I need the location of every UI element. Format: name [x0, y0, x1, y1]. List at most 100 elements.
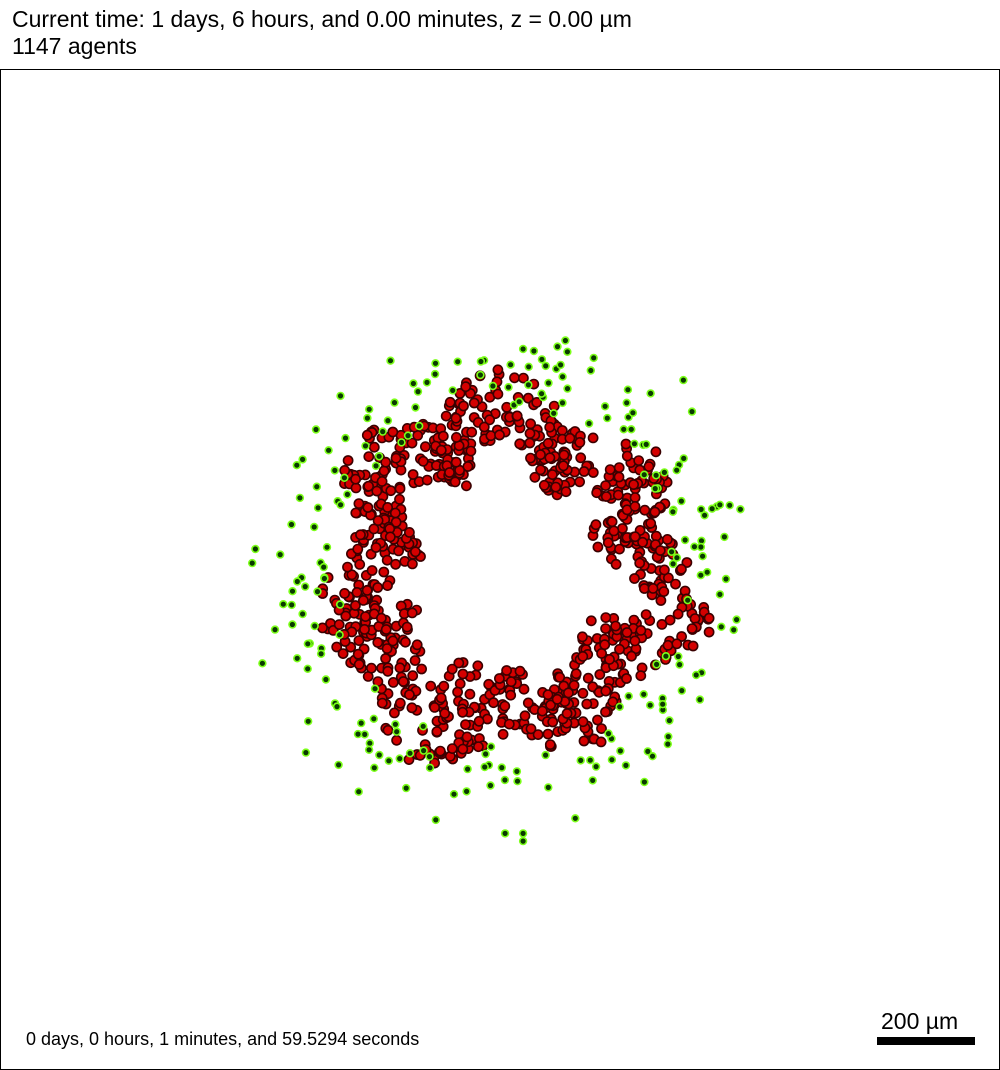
- red-agent: [387, 635, 399, 647]
- red-agent: [558, 449, 570, 461]
- green-agent: [364, 745, 374, 754]
- green-agent: [683, 595, 692, 605]
- green-agent: [630, 439, 639, 448]
- red-agent: [578, 466, 590, 477]
- red-agent: [524, 427, 536, 439]
- green-agent: [561, 336, 570, 345]
- green-agent: [672, 553, 682, 562]
- red-agent: [607, 696, 619, 708]
- red-agent: [537, 705, 548, 717]
- red-agent: [612, 489, 624, 501]
- red-agent: [411, 639, 423, 651]
- red-agent: [614, 543, 625, 555]
- green-agent: [621, 761, 631, 770]
- red-agent: [497, 728, 509, 740]
- red-agent: [372, 515, 384, 526]
- red-agent: [575, 452, 587, 464]
- simulation-viewport[interactable]: 0 days, 0 hours, 1 minutes, and 59.5294 …: [0, 69, 1000, 1070]
- red-agent: [416, 663, 427, 675]
- green-agent: [645, 700, 655, 710]
- green-agent: [672, 466, 681, 475]
- red-agent: [406, 437, 418, 449]
- red-agent: [466, 426, 478, 438]
- green-agent: [361, 441, 370, 451]
- red-agent: [393, 545, 404, 557]
- red-agent: [629, 573, 640, 584]
- header: Current time: 1 days, 6 hours, and 0.00 …: [12, 6, 632, 60]
- green-agent: [311, 425, 321, 434]
- green-agent: [310, 621, 319, 631]
- red-agent: [587, 467, 599, 478]
- green-agent: [371, 461, 381, 471]
- red-agent: [461, 731, 473, 743]
- red-agent: [457, 706, 468, 718]
- green-agent: [312, 482, 321, 491]
- red-agent: [585, 615, 597, 627]
- green-agent: [449, 789, 459, 799]
- red-agent: [457, 743, 469, 755]
- green-agent: [409, 379, 418, 388]
- green-agent: [518, 344, 528, 354]
- green-agent: [481, 749, 490, 759]
- red-agent: [535, 449, 546, 461]
- green-agent: [514, 397, 524, 406]
- red-agent: [366, 565, 378, 576]
- green-agent: [576, 756, 585, 765]
- green-agent: [729, 625, 738, 635]
- red-agent: [671, 638, 683, 650]
- green-agent: [674, 652, 683, 661]
- green-agent: [518, 829, 528, 838]
- red-agent: [483, 678, 495, 690]
- green-agent: [725, 501, 734, 510]
- red-agent: [429, 702, 440, 713]
- red-agent: [545, 699, 556, 711]
- red-agent: [518, 372, 529, 384]
- green-agent: [663, 739, 672, 749]
- red-agent: [596, 723, 607, 734]
- green-agent: [695, 695, 705, 704]
- green-agent: [497, 763, 506, 772]
- red-agent: [542, 728, 554, 740]
- green-agent: [715, 590, 725, 599]
- red-agent: [599, 639, 611, 651]
- red-agent: [381, 554, 393, 566]
- green-agent: [700, 511, 709, 520]
- red-agent: [465, 445, 477, 457]
- red-agent: [620, 438, 632, 450]
- red-agent: [531, 396, 543, 408]
- green-agent: [419, 722, 428, 731]
- red-agent: [488, 697, 499, 709]
- red-agent: [468, 397, 480, 409]
- red-agent: [577, 716, 589, 728]
- green-agent: [324, 446, 333, 455]
- green-agent: [558, 398, 567, 408]
- red-agent: [629, 500, 641, 512]
- green-agent: [696, 505, 706, 514]
- red-agent: [362, 502, 374, 513]
- green-agent: [648, 751, 657, 761]
- red-agent: [375, 612, 387, 624]
- red-agent: [462, 461, 474, 472]
- green-agent: [335, 600, 345, 609]
- red-agent: [492, 364, 504, 376]
- red-agent: [568, 679, 580, 691]
- green-agent: [537, 355, 547, 364]
- green-agent: [248, 558, 257, 568]
- green-agent: [623, 385, 633, 394]
- green-agent: [422, 378, 432, 387]
- green-agent: [628, 408, 638, 417]
- green-agent: [604, 729, 613, 738]
- red-agent: [613, 462, 625, 473]
- green-agent: [639, 690, 648, 699]
- red-agent: [391, 734, 402, 746]
- green-agent: [334, 760, 343, 770]
- red-agent: [662, 639, 674, 651]
- green-agent: [668, 507, 678, 516]
- red-agent: [484, 414, 495, 426]
- red-agent: [359, 624, 370, 635]
- green-agent: [541, 361, 550, 371]
- red-agent: [650, 446, 662, 458]
- green-agent: [488, 381, 498, 391]
- red-agent: [361, 429, 373, 441]
- green-agent: [664, 732, 673, 741]
